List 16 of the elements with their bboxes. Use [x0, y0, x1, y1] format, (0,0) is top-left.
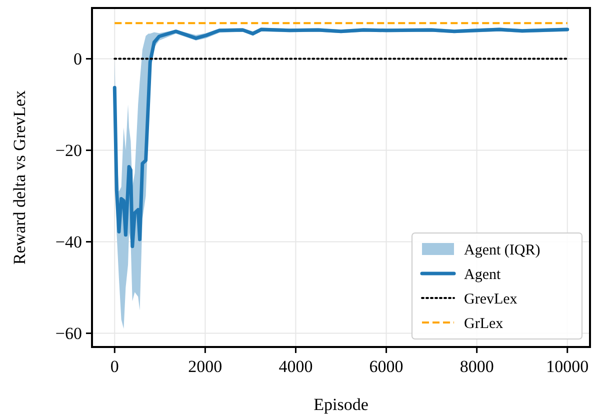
annotation: Agent (IQR): [464, 242, 540, 258]
x-tick-label: 2000: [188, 357, 222, 376]
x-axis-title: Episode: [314, 395, 368, 414]
y-tick-label: −60: [55, 324, 82, 344]
y-tick-label: 0: [74, 50, 82, 69]
x-tick-label: 10000: [546, 357, 589, 376]
y-tick-label: −20: [55, 141, 82, 160]
x-tick-label: 0: [110, 357, 119, 376]
legend-label: GrevLex: [464, 291, 518, 308]
y-axis-title: Reward delta vs GrevLex: [10, 90, 29, 265]
y-tick-label: −40: [55, 232, 82, 252]
x-tick-label: 6000: [369, 357, 404, 376]
legend-label: GrLex: [464, 316, 504, 332]
legend-label: Agent: [464, 266, 502, 283]
x-tick-label: 4000: [278, 357, 313, 376]
x-tick-label: 8000: [460, 357, 494, 376]
